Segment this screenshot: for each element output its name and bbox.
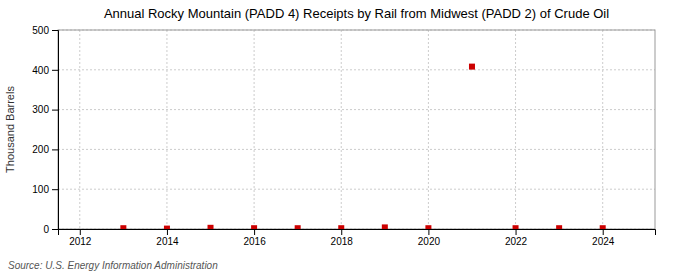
title: Annual Rocky Mountain (PADD 4) Receipts … — [104, 6, 609, 21]
x-axis-tick-label: 2018 — [331, 236, 354, 247]
grid — [58, 30, 655, 229]
point — [338, 225, 344, 229]
x-axis-tick: 2024 — [592, 229, 615, 247]
x-axis-tick-label: 2020 — [418, 236, 441, 247]
x-grid-line — [254, 30, 255, 229]
point — [295, 225, 301, 229]
y-axis-tick: 300 — [32, 104, 58, 115]
y-axis-tick: 500 — [32, 25, 58, 36]
x-axis-tick-mark — [341, 229, 342, 235]
x-axis-tick: 2018 — [331, 229, 354, 247]
point — [120, 225, 126, 229]
source: Source: U.S. Energy Information Administ… — [8, 260, 218, 271]
y-grid-line — [58, 149, 655, 150]
x-axis-tick: 2012 — [69, 229, 92, 247]
y-axis-tick-mark — [52, 30, 58, 31]
y-axis-tick-label: 300 — [32, 104, 49, 115]
y-axis-tick-label: 400 — [32, 65, 49, 76]
y-axis-tick-label: 200 — [32, 144, 49, 155]
x-axis-tick: 2022 — [505, 229, 528, 247]
x-axis-tick: 2014 — [156, 229, 179, 247]
y-axis: 0 100 200 300 400 500 — [32, 25, 58, 235]
y-axis-tick-label: 100 — [32, 184, 49, 195]
y-axis-tick-mark — [52, 110, 58, 111]
y-axis-tick-label: 500 — [32, 25, 49, 36]
x-axis-tick-mark — [254, 229, 255, 235]
x-grid-line — [428, 30, 429, 229]
x-grid-line — [515, 30, 516, 229]
x-grid-line — [166, 30, 167, 229]
point — [469, 64, 475, 70]
point — [382, 224, 388, 229]
y-axis-tick-label: 0 — [43, 224, 49, 235]
point — [600, 225, 606, 229]
y-axis-line — [52, 31, 59, 230]
plot-area: 2012 2014 2016 2018 2020 2022 2024 0 100 200 300 40… — [32, 25, 655, 247]
x-grid-line — [341, 30, 342, 229]
x-axis-tick-mark — [603, 229, 604, 235]
x-axis-tick-label: 2024 — [592, 236, 615, 247]
y-axis-tick-mark — [52, 149, 58, 150]
x-axis-tick-label: 2022 — [505, 236, 528, 247]
x-axis-tick: 2016 — [243, 229, 266, 247]
marks — [120, 64, 605, 229]
y-axis-tick-mark — [52, 229, 58, 230]
point — [425, 225, 431, 229]
y-grid-line — [58, 109, 655, 110]
point — [251, 225, 257, 229]
x-grid-line — [602, 30, 603, 229]
chart: 2012 2014 2016 2018 2020 2022 2024 0 100 200 300 40… — [0, 0, 675, 275]
y-axis-tick: 100 — [32, 184, 58, 195]
x-axis-tick-mark — [80, 229, 81, 235]
x-axis-tick-label: 2012 — [69, 236, 92, 247]
x-axis-tick-mark — [516, 229, 517, 235]
point — [513, 225, 519, 229]
plot-frame — [58, 30, 655, 229]
x-axis-tick: 2020 — [418, 229, 441, 247]
x-axis-tick-label: 2014 — [156, 236, 179, 247]
y-grid-line — [58, 189, 655, 190]
y-grid-line — [58, 69, 655, 70]
y-axis-tick: 200 — [32, 144, 58, 155]
x-axis-line — [59, 230, 656, 236]
x-axis-tick-mark — [428, 229, 429, 235]
point — [164, 226, 170, 229]
y-axis-tick: 0 — [43, 224, 58, 235]
point — [208, 225, 214, 229]
x-axis-tick-mark — [167, 229, 168, 235]
point — [556, 225, 562, 229]
y-axis-tick: 400 — [32, 65, 58, 76]
x-grid-line — [79, 30, 80, 229]
x-axis: 2012 2014 2016 2018 2020 2022 2024 — [59, 229, 656, 247]
x-axis-tick-label: 2016 — [243, 236, 266, 247]
y-axis-label: Thousand Barrels — [4, 86, 16, 173]
y-axis-tick-mark — [52, 189, 58, 190]
y-axis-tick-mark — [52, 70, 58, 71]
